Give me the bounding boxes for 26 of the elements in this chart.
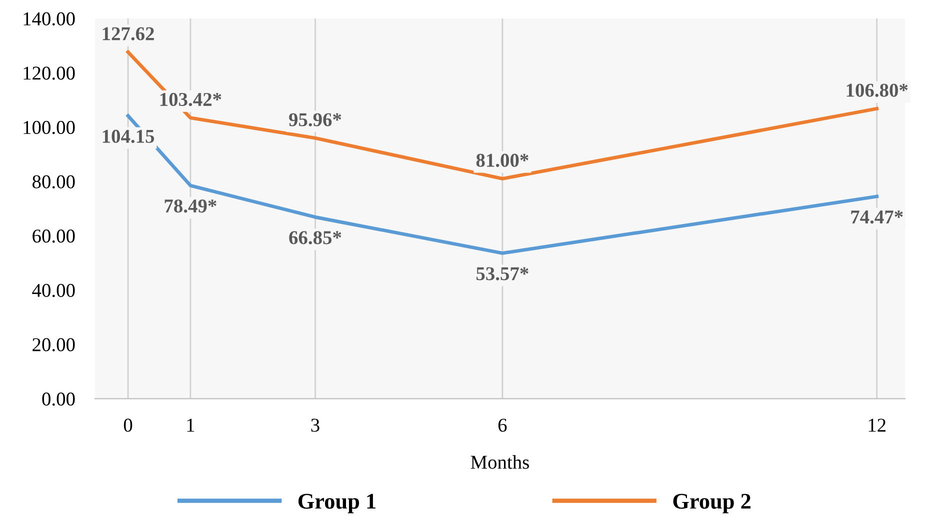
data-label: 127.62 [102,27,154,40]
data-label: 103.42* [160,92,222,106]
legend-label: Group 2 [673,494,750,514]
data-label: 95.96* [289,113,342,126]
data-label: 53.57* [476,267,528,280]
x-tick-label: 1 [187,418,194,432]
y-tick-label: 20.00 [32,338,75,352]
y-tick-label: 0.00 [42,392,75,406]
x-tick-label: 12 [868,418,886,432]
y-tick-label: 80.00 [32,175,75,188]
data-label: 81.00* [476,154,528,167]
x-axis-title: Months [470,455,529,469]
x-tick-label: 6 [498,418,507,432]
y-tick-label: 60.00 [32,230,75,243]
y-tick-label: 140.00 [24,12,75,26]
y-tick-label: 120.00 [24,66,75,80]
y-tick-label: 40.00 [32,284,75,298]
y-tick-label: 100.00 [24,120,75,134]
legend-label: Group 1 [298,494,376,514]
x-tick-label: 0 [124,418,132,432]
data-label: 104.15 [102,130,154,144]
x-tick-label: 3 [311,418,320,432]
data-label: 106.80* [846,84,908,97]
data-label: 74.47* [851,210,903,224]
data-label: 66.85* [289,231,342,244]
data-label: 78.49* [164,199,216,213]
